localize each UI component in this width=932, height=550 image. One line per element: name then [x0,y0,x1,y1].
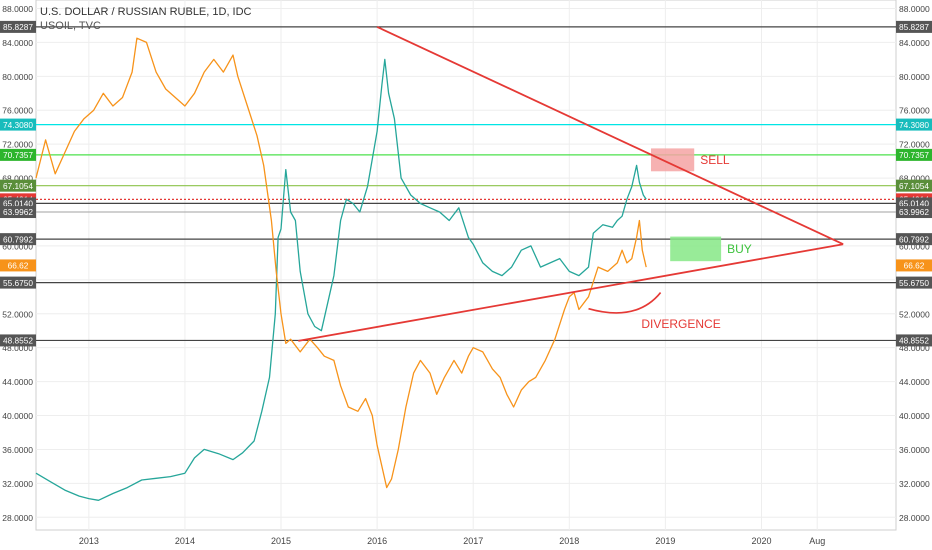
level-badge-label-left: 60.7992 [3,234,33,244]
series-line-usdrub [35,58,647,501]
level-badge-label-right: 67.1054 [899,181,929,191]
y-tick-label-left: 52.0000 [2,309,33,319]
zone-label-buy: BUY [727,242,752,256]
y-tick-label-left: 84.0000 [2,38,33,48]
zone-label-sell: SELL [700,153,730,167]
y-tick-label-right: 44.0000 [899,377,930,387]
y-tick-label-right: 72.0000 [899,140,930,150]
level-badge-label-left: 55.6750 [3,278,33,288]
y-tick-label-right: 48.0000 [899,343,930,353]
level-badge-right [896,276,932,289]
level-badge-right [896,334,932,347]
axes: 88.0000 88.0000 84.0000 84.0000 80.0000 80.00… [0,4,932,546]
level-badge-left [0,118,36,131]
level-badge-left [0,20,36,33]
price-series [35,37,647,501]
level-badge-left [0,206,36,219]
y-tick-label-right: 28.0000 [899,513,930,523]
level-badge-left [0,179,36,192]
y-tick-label-right: 60.0000 [899,241,930,251]
level-badge-left [0,233,36,246]
series-line-usoil [35,37,647,489]
level-badge-label-right: 85.8287 [899,22,929,32]
level-badge-label-left: 74.3080 [3,120,33,130]
y-tick-label-right: 36.0000 [899,445,930,455]
level-badge-label-right: 60.7992 [899,234,929,244]
level-badge-label-right: 63.9962 [899,207,929,217]
level-badge-right [896,118,932,131]
y-tick-label-left: 40.0000 [2,411,33,421]
level-badge-label-left: 63.9962 [3,207,33,217]
y-tick-label-left: 28.0000 [2,513,33,523]
x-tick-label: 2015 [271,536,291,546]
level-badge-label-right: 70.7357 [899,150,929,160]
x-tick-label: 2013 [79,536,99,546]
x-tick-label: 2017 [463,536,483,546]
y-tick-label-left: 68.0000 [2,174,33,184]
x-tick-label: 2020 [751,536,771,546]
level-badge-right [896,179,932,192]
oil-badge-label-right: 66.62 [904,261,925,271]
level-badge-left [0,276,36,289]
triangle-pattern [298,26,844,342]
level-badge-label-left: 85.8287 [3,22,33,32]
y-tick-label-right: 68.0000 [899,174,930,184]
chart-title: U.S. DOLLAR / RUSSIAN RUBLE, 1D, IDC [40,6,252,18]
level-badge-right [896,233,932,246]
oil-badge-label-left: 66.62 [8,261,29,271]
y-tick-label-right: 80.0000 [899,72,930,82]
level-badge-left [0,148,36,161]
x-tick-label: 2016 [367,536,387,546]
chart-subtitle: USOIL, TVC [40,20,101,32]
divergence-curve [588,292,662,314]
x-tick-label: 2018 [559,536,579,546]
level-badge-label-left: 70.7357 [3,150,33,160]
y-tick-label-right: 32.0000 [899,479,930,489]
divergence-label: DIVERGENCE [641,317,720,331]
level-badge-label-left: 67.1054 [3,181,33,191]
level-badge-right [896,148,932,161]
level-badge-right [896,20,932,33]
y-tick-label-right: 52.0000 [899,309,930,319]
level-badge-label-right: 55.6750 [899,278,929,288]
y-tick-label-right: 84.0000 [899,38,930,48]
level-badge-label-right: 74.3080 [899,120,929,130]
grid-lines [36,0,896,530]
level-badge-label-left: 48.8552 [3,336,33,346]
level-badge-right [896,206,932,219]
horizontal-levels [36,26,896,342]
y-tick-label-right: 88.0000 [899,4,930,14]
oil-badge-left [0,259,36,272]
x-tick-label: 2019 [655,536,675,546]
zone-box-buy [670,236,722,262]
y-tick-label-left: 88.0000 [2,4,33,14]
plot-area [35,0,897,531]
trade-zones: SELL BUY [650,148,752,262]
y-tick-label-left: 44.0000 [2,377,33,387]
divergence-annotation: DIVERGENCE [588,292,721,331]
y-tick-label-left: 60.0000 [2,241,33,251]
y-tick-label-left: 36.0000 [2,445,33,455]
y-tick-label-right: 40.0000 [899,411,930,421]
level-badge-label-left: 65.0140 [3,199,33,209]
y-tick-label-left: 80.0000 [2,72,33,82]
oil-badge-right [896,259,932,272]
y-tick-label-left: 32.0000 [2,479,33,489]
level-badge-left [0,334,36,347]
x-tick-label: Aug [809,536,825,546]
triangle-upper-line [376,26,844,246]
plot-frame [35,0,897,531]
level-badge-label-right: 65.0140 [899,199,929,209]
x-tick-label: 2014 [175,536,195,546]
triangle-lower-line [298,243,844,342]
y-tick-label-left: 72.0000 [2,140,33,150]
level-badge-label-right: 48.8552 [899,336,929,346]
y-tick-label-left: 48.0000 [2,343,33,353]
y-tick-label-left: 76.0000 [2,106,33,116]
zone-box-sell [650,148,695,172]
y-tick-label-right: 76.0000 [899,106,930,116]
